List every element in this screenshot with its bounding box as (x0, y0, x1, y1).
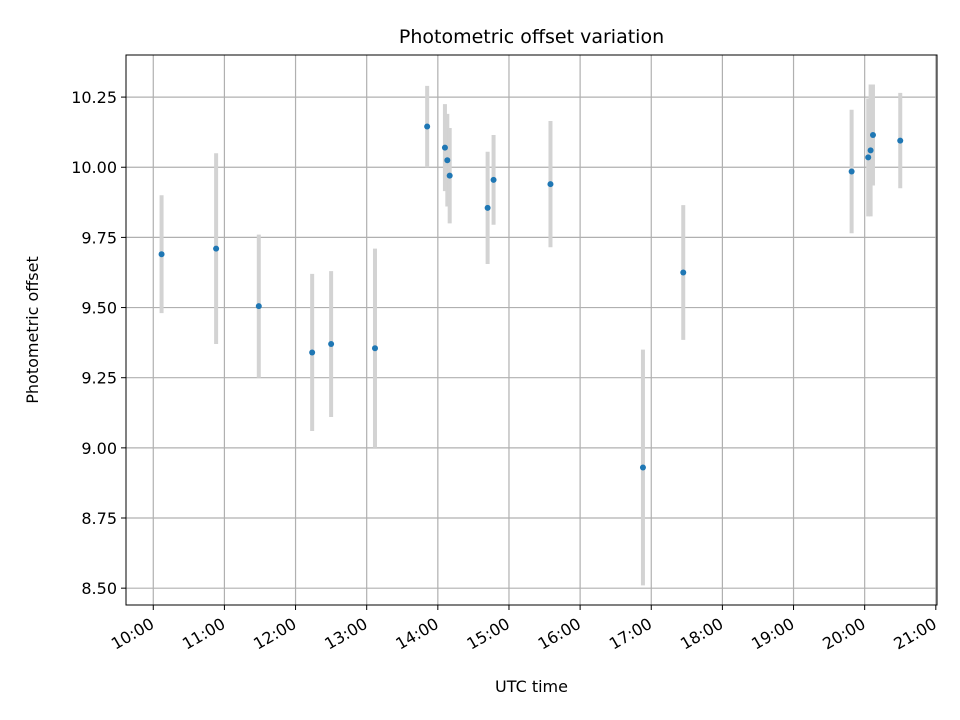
data-point (490, 176, 497, 183)
grid (126, 55, 937, 605)
data-point (255, 303, 262, 310)
y-tick-label: 9.50 (81, 299, 117, 318)
data-point (424, 123, 431, 130)
y-tick-label: 9.25 (81, 369, 117, 388)
x-axis-label: UTC time (495, 677, 568, 696)
x-tick-label: 14:00 (392, 614, 441, 654)
data-point (848, 168, 855, 175)
y-tick-label: 8.75 (81, 509, 117, 528)
data-point (371, 345, 378, 352)
data-point (547, 181, 554, 188)
y-tick-label: 10.25 (71, 88, 117, 107)
chart-title: Photometric offset variation (399, 26, 664, 48)
x-tick-label: 19:00 (748, 614, 797, 654)
x-tick-label: 16:00 (535, 614, 584, 654)
data-point (444, 157, 451, 164)
data-point (867, 147, 874, 154)
x-tick-label: 20:00 (819, 614, 868, 654)
x-tick-label: 12:00 (250, 614, 299, 654)
y-tick-label: 10.00 (71, 158, 117, 177)
y-tick-label: 9.00 (81, 439, 117, 458)
data-point (309, 349, 316, 356)
x-tick-label: 21:00 (890, 614, 939, 654)
y-tick-label: 8.50 (81, 579, 117, 598)
data-point (158, 251, 165, 258)
plot-frame (125, 54, 938, 606)
error-bars (159, 84, 903, 586)
data-points (158, 123, 904, 471)
data-point (484, 204, 491, 211)
data-point (639, 464, 646, 471)
x-axis-ticks: 10:00 11:00 12:00 13:00 14:00 15:00 16:00 17:00… (108, 605, 940, 654)
x-tick-label: 13:00 (321, 614, 370, 654)
x-tick-label: 15:00 (464, 614, 513, 654)
data-point (446, 172, 453, 179)
data-point (213, 245, 220, 252)
data-point (897, 137, 904, 144)
data-point (865, 154, 872, 161)
y-tick-label: 9.75 (81, 228, 117, 247)
data-point (328, 341, 335, 348)
data-point (869, 131, 876, 138)
data-point (680, 269, 687, 276)
x-tick-label: 11:00 (179, 614, 228, 654)
y-axis-ticks: 8.50 8.75 9.00 9.25 9.50 9.75 10.00 10.25 (71, 88, 126, 598)
x-tick-label: 17:00 (606, 614, 655, 654)
data-point (441, 144, 448, 151)
x-tick-label: 18:00 (677, 614, 726, 654)
x-tick-label: 10:00 (108, 614, 157, 654)
y-axis-label: Photometric offset (23, 256, 42, 404)
